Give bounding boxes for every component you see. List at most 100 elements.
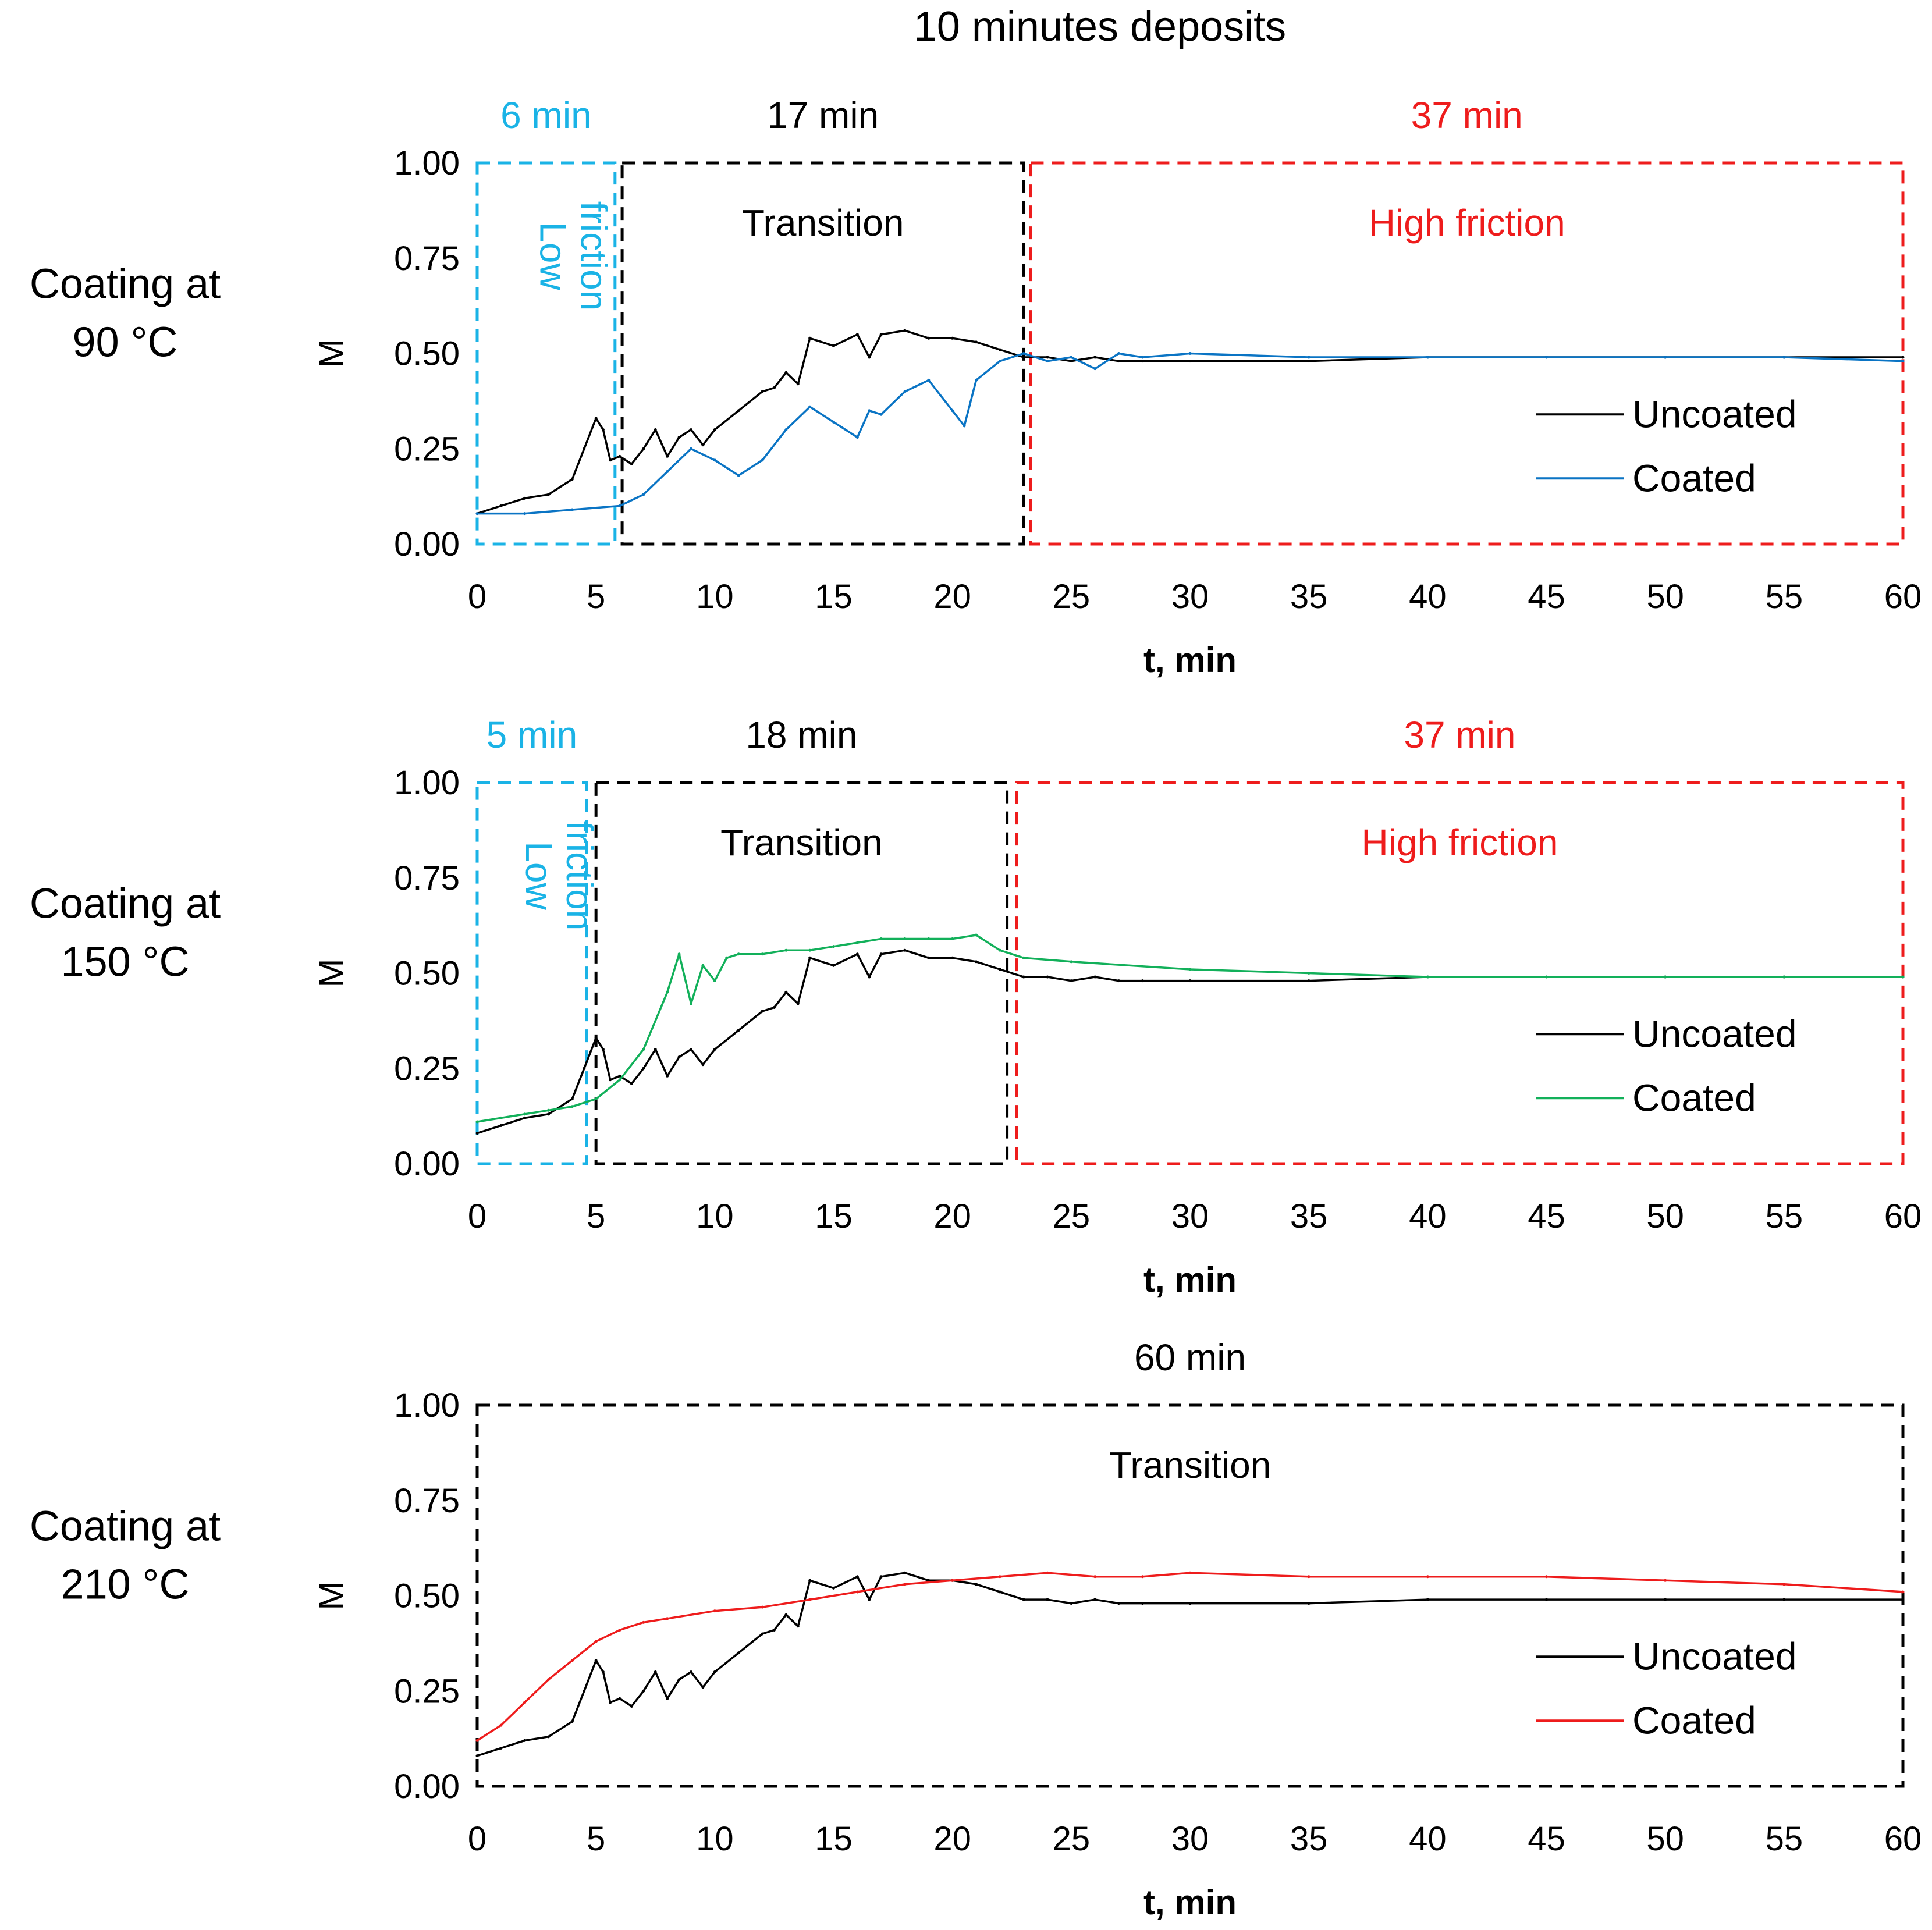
legend-label-coated: Coated (1632, 456, 1756, 499)
data-point-coated (963, 424, 966, 428)
panel-1: Coating at 90 °C 0.00 0.25 0.50 0.75 1.00 M 0 5 10… (30, 94, 1922, 680)
data-point-uncoated (855, 952, 859, 956)
x-tick-label: 25 (1053, 1197, 1091, 1235)
data-point-coated (1782, 356, 1786, 359)
data-point-coated (975, 933, 978, 937)
y-tick-label: 0.25 (394, 430, 460, 468)
x-tick-label: 0 (468, 1197, 486, 1235)
data-point-uncoated (654, 1670, 657, 1673)
data-point-coated (832, 420, 835, 424)
x-tick-label: 45 (1528, 1820, 1565, 1858)
data-point-coated (1545, 975, 1548, 979)
x-tick-label: 10 (696, 578, 734, 616)
data-point-coated (879, 413, 883, 416)
panel-label-line1: Coating at (30, 261, 221, 308)
data-point-uncoated (927, 1579, 931, 1582)
data-point-coated (570, 1659, 574, 1662)
data-point-uncoated (523, 496, 527, 500)
data-point-uncoated (601, 1048, 605, 1051)
y-tick-label: 1.00 (394, 144, 460, 182)
data-point-uncoated (609, 1701, 612, 1704)
data-point-coated (1188, 1571, 1192, 1574)
data-point-uncoated (737, 409, 740, 413)
y-tick-label: 1.00 (394, 764, 460, 802)
data-point-coated (998, 1575, 1001, 1579)
legend-label-coated: Coated (1632, 1698, 1756, 1741)
legend-label-uncoated: Uncoated (1632, 1012, 1797, 1055)
data-point-uncoated (1070, 360, 1073, 363)
data-point-uncoated (855, 333, 859, 336)
data-point-uncoated (1022, 356, 1025, 359)
data-point-coated (677, 952, 681, 956)
data-point-coated (1664, 1579, 1667, 1582)
x-tick-label: 5 (587, 578, 605, 616)
data-point-uncoated (1046, 356, 1049, 359)
data-point-uncoated (690, 1670, 692, 1673)
data-point-coated (1307, 972, 1311, 975)
data-point-uncoated (1117, 1602, 1120, 1605)
data-point-uncoated (1022, 1598, 1025, 1601)
y-tick-label: 0.75 (394, 240, 460, 278)
x-tick-label: 5 (587, 1820, 605, 1858)
data-point-coated (666, 1617, 669, 1620)
x-axis-title: t, min (1143, 1883, 1237, 1922)
data-point-coated (737, 474, 740, 477)
data-point-coated (1545, 356, 1548, 359)
data-point-uncoated (583, 1067, 586, 1070)
data-point-coated (1664, 356, 1667, 359)
data-point-coated (1782, 1583, 1786, 1586)
data-point-uncoated (630, 1704, 633, 1708)
x-tick-label: 5 (587, 1197, 605, 1235)
data-point-uncoated (642, 447, 645, 450)
zone-duration-label: 60 min (1134, 1337, 1246, 1378)
data-point-uncoated (927, 336, 931, 340)
data-point-uncoated (609, 1078, 612, 1082)
data-point-uncoated (475, 1132, 479, 1135)
data-point-uncoated (701, 1686, 705, 1689)
data-point-uncoated (761, 1632, 764, 1636)
data-point-uncoated (583, 447, 586, 450)
data-point-coated (951, 1579, 954, 1582)
x-tick-label: 60 (1884, 578, 1922, 616)
data-point-uncoated (796, 1625, 800, 1628)
x-tick-label: 30 (1171, 1197, 1209, 1235)
data-point-coated (975, 378, 978, 382)
data-point-uncoated (1307, 360, 1311, 363)
data-point-uncoated (761, 390, 764, 393)
data-point-uncoated (832, 964, 835, 967)
data-point-coated (547, 1678, 550, 1682)
zone-name: Transition (742, 202, 904, 244)
x-tick-label: 50 (1646, 578, 1684, 616)
x-tick-label: 25 (1053, 578, 1091, 616)
data-point-uncoated (975, 1583, 978, 1586)
x-tick-label: 15 (815, 1197, 853, 1235)
data-point-coated (1117, 352, 1120, 355)
y-tick-label: 0.50 (394, 955, 460, 993)
data-point-coated (1426, 356, 1429, 359)
data-point-uncoated (796, 382, 800, 386)
data-point-coated (998, 948, 1001, 952)
y-tick-label: 0.25 (394, 1672, 460, 1710)
data-point-coated (1426, 975, 1429, 979)
data-point-coated (1426, 1575, 1429, 1579)
data-point-uncoated (772, 386, 776, 389)
data-point-uncoated (594, 1659, 598, 1662)
legend-label-uncoated: Uncoated (1632, 392, 1797, 435)
zone-name-line2: friction (559, 821, 601, 931)
data-point-uncoated (642, 1067, 645, 1070)
data-point-uncoated (1188, 1602, 1192, 1605)
data-point-uncoated (868, 356, 871, 359)
data-point-coated (1901, 360, 1905, 363)
zone-box-low (475, 161, 617, 546)
data-point-coated (547, 1108, 550, 1112)
x-tick-label: 30 (1171, 578, 1209, 616)
x-tick-label: 40 (1409, 578, 1447, 616)
x-tick-label: 30 (1171, 1820, 1209, 1858)
zone-name-line2: friction (573, 201, 615, 311)
data-point-uncoated (475, 1754, 479, 1758)
panel-label-line2: 210 °C (61, 1562, 190, 1608)
data-point-uncoated (618, 454, 621, 458)
data-point-uncoated (690, 1048, 692, 1051)
x-tick-label: 20 (933, 578, 971, 616)
data-point-coated (761, 952, 764, 956)
